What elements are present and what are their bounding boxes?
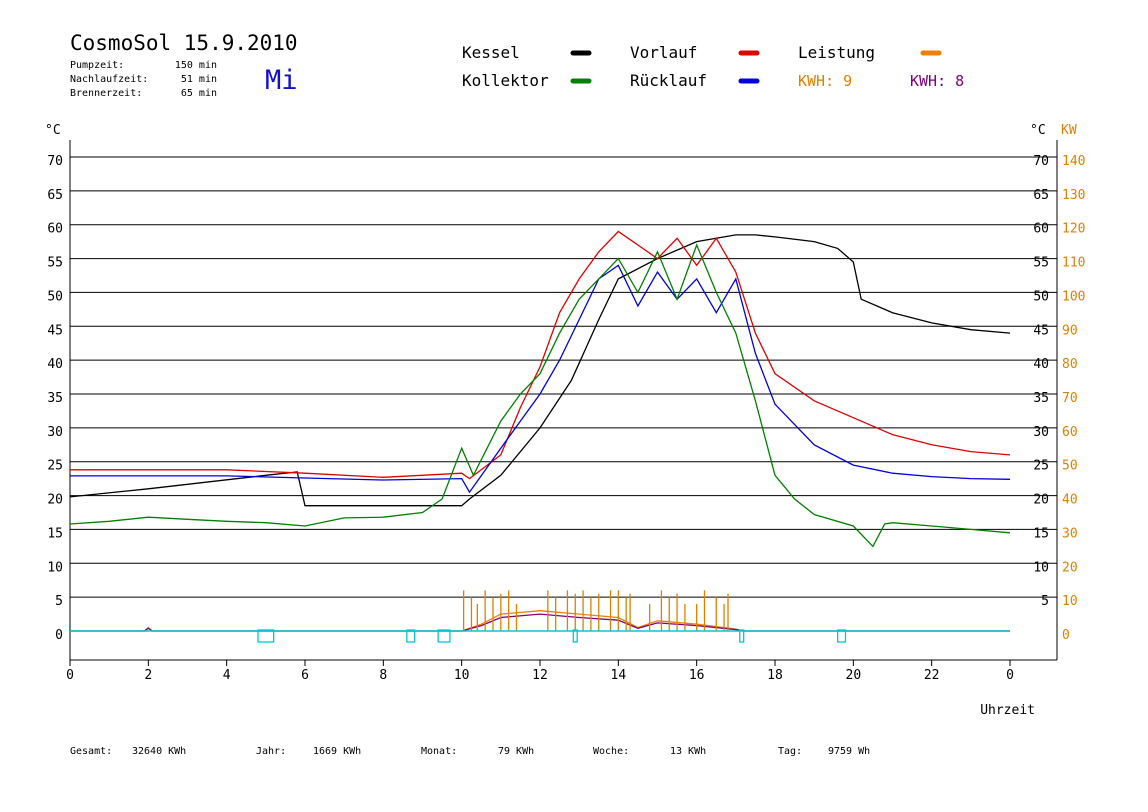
y-axis-label-kw: KW	[1061, 123, 1077, 138]
burner-marker	[257, 629, 275, 643]
y-axis-label-right: °C	[1030, 123, 1046, 138]
burner-marker	[739, 629, 745, 643]
y-tick-right-kw: 90	[1062, 323, 1078, 338]
stat-value: 150 min	[175, 60, 217, 71]
kwh-label: KWH: 8	[910, 72, 964, 90]
y-axis-label-left: °C	[45, 123, 61, 138]
series-line-kwh-8	[70, 613, 1010, 632]
footer-label: Jahr:	[256, 746, 286, 757]
y-tick-left: 30	[47, 425, 63, 440]
x-tick-label: 0	[1006, 668, 1014, 683]
stat-value: 65 min	[181, 88, 217, 99]
legend-label: Leistung	[798, 43, 875, 62]
y-tick-right: 10	[1033, 560, 1049, 575]
y-tick-right-kw: 20	[1062, 560, 1078, 575]
y-tick-left: 10	[47, 560, 63, 575]
y-tick-left: 55	[47, 256, 63, 271]
footer-label: Gesamt:	[70, 746, 112, 757]
x-tick-label: 6	[301, 668, 309, 683]
series-line-vorlauf	[70, 230, 1011, 480]
y-tick-right: 55	[1033, 256, 1049, 271]
x-tick-label: 10	[454, 668, 470, 683]
burner-marker	[406, 629, 416, 643]
y-tick-left: 20	[47, 493, 63, 508]
y-tick-right: 35	[1033, 391, 1049, 406]
legend-label: Rücklauf	[630, 71, 707, 90]
x-tick-label: 8	[379, 668, 387, 683]
burner-marker	[837, 629, 847, 643]
footer-value: 79 KWh	[498, 746, 534, 757]
y-tick-right: 30	[1033, 425, 1049, 440]
x-tick-label: 20	[846, 668, 862, 683]
y-tick-right: 70	[1033, 154, 1049, 169]
x-tick-label: 22	[924, 668, 940, 683]
y-tick-right: 60	[1033, 222, 1049, 237]
y-tick-left: 45	[47, 323, 63, 338]
y-tick-right-kw: 130	[1062, 188, 1085, 203]
x-tick-label: 18	[767, 668, 783, 683]
stat-label: Nachlaufzeit:	[70, 74, 148, 85]
x-tick-label: 2	[144, 668, 152, 683]
y-tick-right: 5	[1041, 594, 1049, 609]
series-line-kessel	[69, 234, 1011, 507]
y-tick-left: 40	[47, 357, 63, 372]
y-tick-left: 25	[47, 459, 63, 474]
y-tick-right-kw: 0	[1062, 628, 1070, 643]
footer-label: Tag:	[778, 746, 802, 757]
footer-value: 13 KWh	[670, 746, 706, 757]
footer-label: Monat:	[421, 746, 457, 757]
y-tick-right: 45	[1033, 323, 1049, 338]
footer-value: 9759 Wh	[828, 746, 870, 757]
y-tick-left: 65	[47, 188, 63, 203]
footer-label: Woche:	[593, 746, 629, 757]
y-tick-right: 25	[1033, 459, 1049, 474]
y-tick-left: 15	[47, 526, 63, 541]
y-tick-right-kw: 70	[1062, 391, 1078, 406]
series-line-kollektor	[69, 243, 1011, 548]
legend-label: Kollektor	[462, 71, 549, 90]
stat-value: 51 min	[181, 74, 217, 85]
x-axis-label: Uhrzeit	[980, 703, 1035, 718]
y-tick-left: 35	[47, 391, 63, 406]
y-tick-right-kw: 10	[1062, 594, 1078, 609]
y-tick-right-kw: 100	[1062, 289, 1085, 304]
y-tick-right-kw: 40	[1062, 493, 1078, 508]
y-tick-right-kw: 120	[1062, 222, 1085, 237]
y-tick-right-kw: 110	[1062, 256, 1085, 271]
y-tick-right: 20	[1033, 493, 1049, 508]
y-tick-left: 70	[47, 154, 63, 169]
y-tick-right-kw: 80	[1062, 357, 1078, 372]
y-tick-right-kw: 140	[1062, 154, 1085, 169]
burner-marker	[572, 629, 578, 643]
y-tick-left: 0	[55, 628, 63, 643]
y-tick-right: 40	[1033, 357, 1049, 372]
footer-value: 32640 KWh	[132, 746, 186, 757]
legend-label: Kessel	[462, 43, 520, 62]
x-tick-label: 4	[223, 668, 231, 683]
y-tick-right: 50	[1033, 289, 1049, 304]
y-tick-right-kw: 50	[1062, 459, 1078, 474]
stat-label: Pumpzeit:	[70, 60, 124, 71]
series-line-r-cklauf	[70, 264, 1011, 494]
x-tick-label: 16	[689, 668, 705, 683]
burner-marker	[437, 629, 451, 643]
stat-label: Brennerzeit:	[70, 88, 142, 99]
footer-value: 1669 KWh	[313, 746, 361, 757]
y-tick-right-kw: 60	[1062, 425, 1078, 440]
page-title: CosmoSol 15.9.2010	[70, 31, 298, 55]
x-tick-label: 12	[532, 668, 548, 683]
kwh-label: KWH: 9	[798, 72, 852, 90]
y-tick-left: 60	[47, 222, 63, 237]
y-tick-right: 15	[1033, 526, 1049, 541]
legend-label: Vorlauf	[630, 43, 697, 62]
x-tick-label: 14	[611, 668, 627, 683]
y-tick-left: 5	[55, 594, 63, 609]
day-label: Mi	[265, 65, 298, 96]
y-tick-left: 50	[47, 289, 63, 304]
y-tick-right: 65	[1033, 188, 1049, 203]
x-tick-label: 0	[66, 668, 74, 683]
y-tick-right-kw: 30	[1062, 526, 1078, 541]
